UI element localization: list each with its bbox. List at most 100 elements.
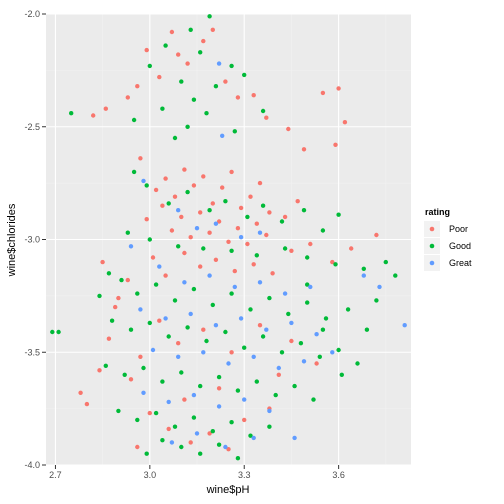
point-good [320, 327, 326, 332]
point-poor [106, 336, 112, 341]
y-tick-label: -2.0 [24, 9, 40, 19]
point-poor [157, 74, 162, 80]
point-good [160, 379, 165, 384]
point-poor [235, 226, 241, 231]
point-good [260, 203, 266, 208]
point-good [198, 50, 203, 55]
point-poor [257, 323, 263, 328]
point-poor [201, 174, 206, 179]
point-poor [264, 115, 269, 120]
point-great [257, 230, 263, 235]
point-poor [251, 262, 256, 267]
point-good [267, 295, 272, 301]
point-poor [235, 95, 241, 100]
point-poor [188, 235, 193, 240]
point-poor [289, 338, 294, 344]
point-poor [135, 444, 140, 450]
point-good [229, 63, 234, 69]
point-good [374, 298, 379, 303]
legend-entry-great: Great [424, 255, 472, 271]
point-poor [144, 217, 149, 222]
point-great [213, 323, 219, 328]
y-axis: -4.0 -3.5 -3.0 -2.5 -2.0 [24, 9, 46, 470]
point-good [311, 397, 316, 402]
point-poor [147, 410, 152, 416]
point-good [333, 262, 338, 267]
legend-title: rating [425, 207, 450, 217]
point-great [238, 235, 244, 240]
point-poor [270, 271, 275, 276]
point-poor [245, 241, 250, 247]
point-great [191, 392, 197, 398]
point-good [172, 424, 178, 429]
x-axis-title: wine$pH [206, 484, 250, 496]
point-good [160, 438, 165, 443]
point-poor [216, 219, 222, 224]
point-good [393, 273, 398, 278]
legend-key-poor [429, 226, 435, 232]
point-poor [153, 187, 159, 193]
point-good [204, 338, 209, 344]
point-great [176, 208, 181, 213]
point-poor [229, 169, 234, 175]
point-poor [301, 147, 307, 152]
point-poor [128, 377, 134, 382]
point-good [229, 420, 234, 425]
point-poor [232, 268, 237, 274]
point-poor [182, 167, 187, 172]
point-good [267, 424, 272, 429]
point-great [194, 226, 200, 231]
point-good [144, 183, 149, 188]
point-great [201, 350, 206, 355]
point-good [69, 111, 74, 116]
point-poor [242, 417, 247, 423]
point-good [172, 298, 178, 303]
point-good [144, 451, 149, 456]
point-poor [125, 277, 130, 283]
point-good [56, 329, 61, 335]
point-great [257, 280, 263, 285]
point-good [191, 97, 197, 102]
point-good [153, 410, 159, 416]
point-poor [100, 259, 105, 265]
point-great [282, 291, 288, 296]
point-good [119, 277, 124, 283]
point-good [305, 282, 310, 287]
point-poor [144, 47, 149, 53]
point-good [383, 259, 388, 265]
point-poor [78, 390, 83, 395]
point-good [179, 79, 184, 84]
point-good [166, 201, 171, 206]
point-poor [229, 350, 234, 355]
point-great [264, 327, 269, 332]
legend-key-good [429, 243, 435, 249]
point-good [135, 417, 140, 423]
point-poor [163, 176, 168, 181]
point-poor [314, 361, 319, 366]
point-great [169, 440, 175, 445]
point-good [160, 106, 165, 111]
point-good [135, 291, 140, 296]
point-poor [226, 447, 231, 452]
point-poor [349, 246, 354, 251]
legend-label-good: Good [449, 241, 471, 251]
x-tick-label: 3.3 [238, 470, 251, 480]
point-good [163, 43, 168, 48]
point-poor [207, 230, 212, 235]
point-poor [135, 84, 140, 89]
point-good [235, 388, 241, 393]
point-good [216, 374, 222, 380]
point-good [305, 255, 310, 260]
point-good [216, 442, 222, 447]
point-good [254, 379, 259, 384]
point-good [235, 456, 241, 461]
y-tick-label: -2.5 [24, 122, 40, 132]
point-good [97, 293, 102, 299]
point-poor [210, 27, 215, 32]
point-great [220, 133, 225, 138]
point-good [198, 383, 203, 389]
point-poor [207, 431, 212, 436]
point-good [201, 246, 206, 251]
point-good [242, 345, 247, 350]
